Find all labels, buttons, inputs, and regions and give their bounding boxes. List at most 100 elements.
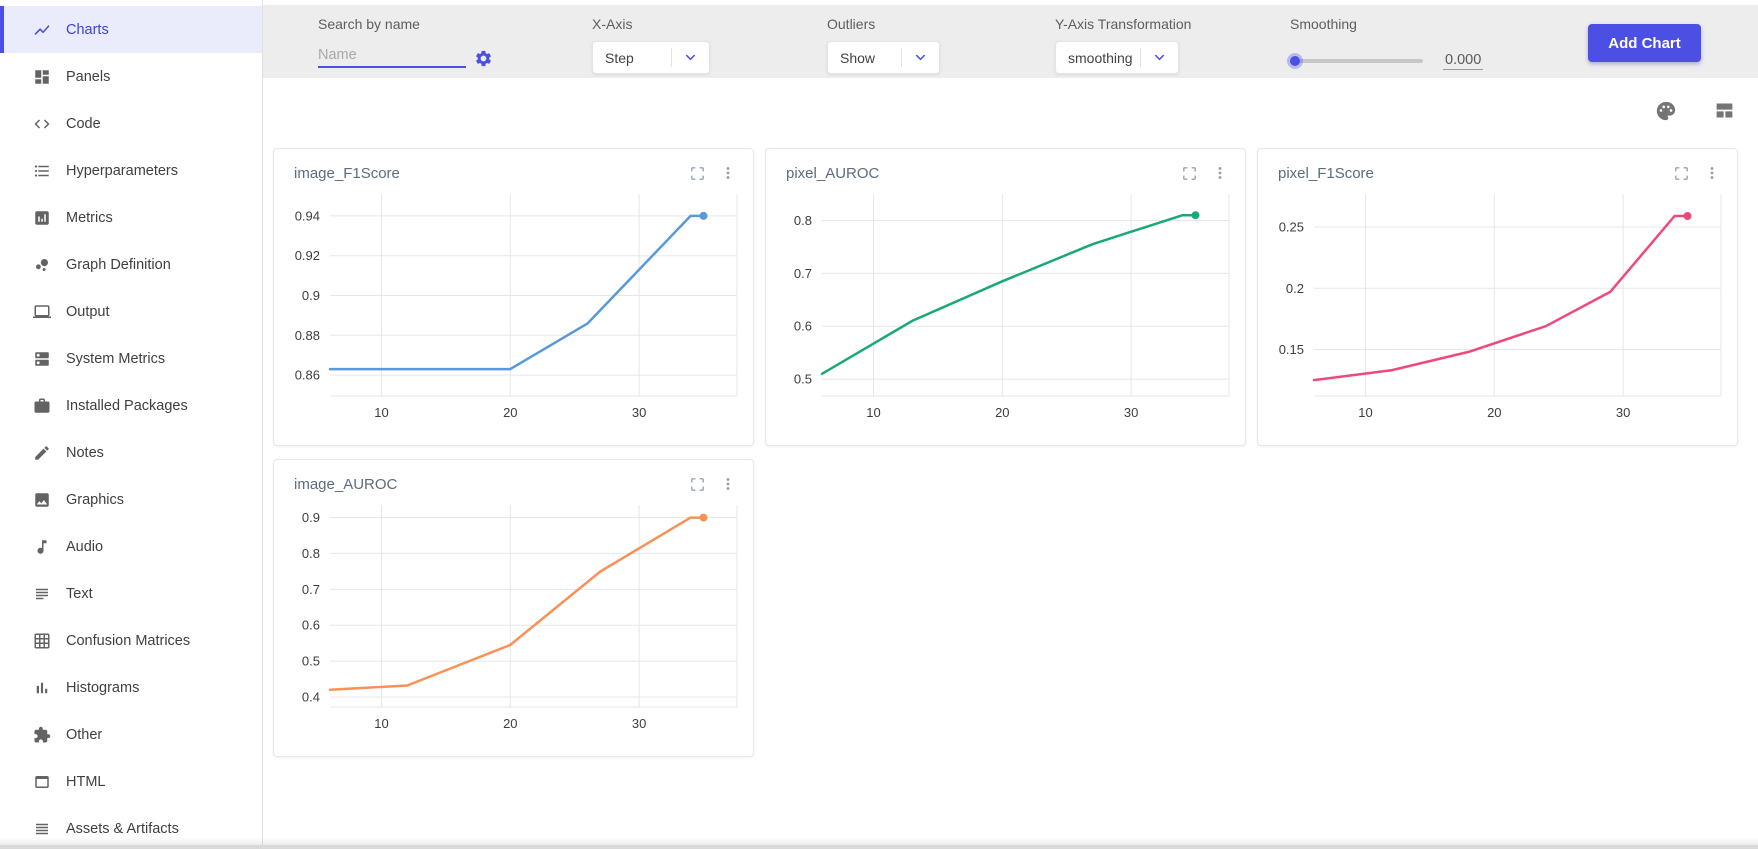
y-axis-tick-label: 0.5 <box>794 372 812 387</box>
pencil-icon <box>33 444 51 462</box>
code-icon <box>33 115 51 133</box>
chart-end-dot <box>699 513 708 522</box>
fullscreen-icon[interactable] <box>1181 165 1198 182</box>
kebab-menu-icon[interactable] <box>719 164 737 182</box>
sidebar-item-label: Confusion Matrices <box>66 632 191 649</box>
sidebar-item-label: Histograms <box>66 679 140 696</box>
divider <box>1140 48 1141 67</box>
laptop-icon <box>33 303 51 321</box>
sidebar-item-other[interactable]: Other <box>0 711 262 758</box>
chart-plot-image-f1score[interactable]: 0.86 0.88 0.9 0.92 0.94 10 20 30 <box>274 182 753 428</box>
chart-plot-image-auroc[interactable]: 0.4 0.5 0.6 0.7 0.8 0.9 10 20 30 <box>274 493 753 739</box>
fullscreen-icon[interactable] <box>689 165 706 182</box>
y-axis-tick-label: 0.2 <box>1286 281 1304 296</box>
charts-grid: image_F1Score 0.86 0.88 0.9 0.92 0.94 10 20 30 pi… <box>273 148 1738 757</box>
add-chart-button[interactable]: Add Chart <box>1588 24 1701 62</box>
chart-card-header: pixel_F1Score <box>1258 149 1737 182</box>
chart-line <box>820 213 1197 376</box>
sidebar-item-code[interactable]: Code <box>0 100 262 147</box>
sidebar-item-label: Assets & Artifacts <box>66 820 179 837</box>
y-axis-tick-label: 0.6 <box>794 319 812 334</box>
x-axis-group: X-Axis Step <box>592 16 710 74</box>
sidebar-item-audio[interactable]: Audio <box>0 523 262 570</box>
outliers-value: Show <box>840 49 876 66</box>
sidebar-item-confusion-matrices[interactable]: Confusion Matrices <box>0 617 262 664</box>
gear-icon[interactable] <box>474 49 493 68</box>
sidebar-item-label: Text <box>66 585 93 602</box>
y-axis-tick-label: 0.9 <box>302 288 320 303</box>
sidebar-item-charts[interactable]: Charts <box>0 6 262 53</box>
sidebar-item-label: Installed Packages <box>66 397 188 414</box>
chevron-down-icon <box>902 48 939 67</box>
x-axis-tick-label: 30 <box>1124 405 1138 420</box>
kebab-menu-icon[interactable] <box>1703 164 1721 182</box>
y-axis-transformation-label: Y-Axis Transformation <box>1055 16 1192 32</box>
chart-card-actions <box>689 475 737 493</box>
slider-thumb[interactable] <box>1287 53 1303 69</box>
y-axis-tick-label: 0.8 <box>794 213 812 228</box>
x-axis-tick-label: 10 <box>374 716 388 731</box>
chart-plot-pixel-auroc[interactable]: 0.5 0.6 0.7 0.8 10 20 30 <box>766 182 1245 428</box>
chart-card-actions <box>1181 164 1229 182</box>
outliers-group: Outliers Show <box>827 16 940 74</box>
y-axis-tick-label: 0.25 <box>1279 220 1304 235</box>
chart-line <box>328 214 705 371</box>
sidebar-item-graphics[interactable]: Graphics <box>0 476 262 523</box>
chart-line <box>1312 214 1689 382</box>
sidebar-item-panels[interactable]: Panels <box>0 53 262 100</box>
view-options <box>1655 100 1735 122</box>
sidebar-item-label: Other <box>66 726 103 743</box>
y-axis-tick-label: 0.8 <box>302 546 320 561</box>
chart-title: image_F1Score <box>294 164 400 182</box>
kebab-menu-icon[interactable] <box>719 475 737 493</box>
kebab-menu-icon[interactable] <box>1211 164 1229 182</box>
y-axis-tick-label: 0.4 <box>302 689 320 704</box>
fullscreen-icon[interactable] <box>689 476 706 493</box>
grid-icon <box>33 632 51 650</box>
fullscreen-icon[interactable] <box>1673 165 1690 182</box>
search-input[interactable] <box>318 45 466 68</box>
sidebar-item-notes[interactable]: Notes <box>0 429 262 476</box>
y-axis-transformation-value: smoothing <box>1068 49 1133 66</box>
chevron-down-icon <box>1141 48 1178 67</box>
y-axis-transformation-group: Y-Axis Transformation smoothing <box>1055 16 1191 74</box>
top-strip <box>263 0 1758 5</box>
chart-title: image_AUROC <box>294 475 398 493</box>
chart-card-image-f1score: image_F1Score 0.86 0.88 0.9 0.92 0.94 10 20 30 <box>273 148 754 446</box>
layout-icon[interactable] <box>1714 100 1735 122</box>
sidebar-item-hyperparameters[interactable]: Hyperparameters <box>0 147 262 194</box>
histogram-icon <box>33 679 51 697</box>
palette-icon[interactable] <box>1655 100 1677 122</box>
y-axis-tick-label: 0.15 <box>1279 342 1304 357</box>
sidebar-item-histograms[interactable]: Histograms <box>0 664 262 711</box>
sidebar-item-assets-artifacts[interactable]: Assets & Artifacts <box>0 805 262 849</box>
sidebar-item-metrics[interactable]: Metrics <box>0 194 262 241</box>
sidebar-item-system-metrics[interactable]: System Metrics <box>0 335 262 382</box>
x-axis-tick-label: 30 <box>1616 405 1630 420</box>
sidebar-item-label: Graph Definition <box>66 256 171 273</box>
slider-thumb-dot <box>1290 56 1300 66</box>
outliers-select[interactable]: Show <box>827 41 940 74</box>
chart-end-dot <box>1191 211 1200 220</box>
chart-plot-pixel-f1score[interactable]: 0.15 0.2 0.25 10 20 30 <box>1258 182 1737 428</box>
sidebar-item-html[interactable]: HTML <box>0 758 262 805</box>
smoothing-slider[interactable] <box>1287 53 1423 69</box>
y-axis-transformation-select[interactable]: smoothing <box>1055 41 1179 74</box>
music-note-icon <box>33 538 51 556</box>
sidebar: Charts Panels Code Hyperparameters Metrics Gr… <box>0 0 263 849</box>
y-axis-tick-label: 0.6 <box>302 618 320 633</box>
sidebar-item-installed-packages[interactable]: Installed Packages <box>0 382 262 429</box>
sidebar-item-graph-definition[interactable]: Graph Definition <box>0 241 262 288</box>
sidebar-item-text[interactable]: Text <box>0 570 262 617</box>
chart-card-actions <box>1673 164 1721 182</box>
x-axis-tick-label: 20 <box>503 716 517 731</box>
y-axis-tick-label: 0.86 <box>295 368 320 383</box>
y-axis-tick-label: 0.5 <box>302 654 320 669</box>
charts-content: image_F1Score 0.86 0.88 0.9 0.92 0.94 10 20 30 pi… <box>263 78 1758 849</box>
x-axis-select[interactable]: Step <box>592 41 710 74</box>
smoothing-value[interactable]: 0.000 <box>1443 52 1484 70</box>
y-axis-tick-label: 0.9 <box>302 510 320 525</box>
sidebar-item-output[interactable]: Output <box>0 288 262 335</box>
smoothing-group: Smoothing 0.000 <box>1287 16 1484 70</box>
